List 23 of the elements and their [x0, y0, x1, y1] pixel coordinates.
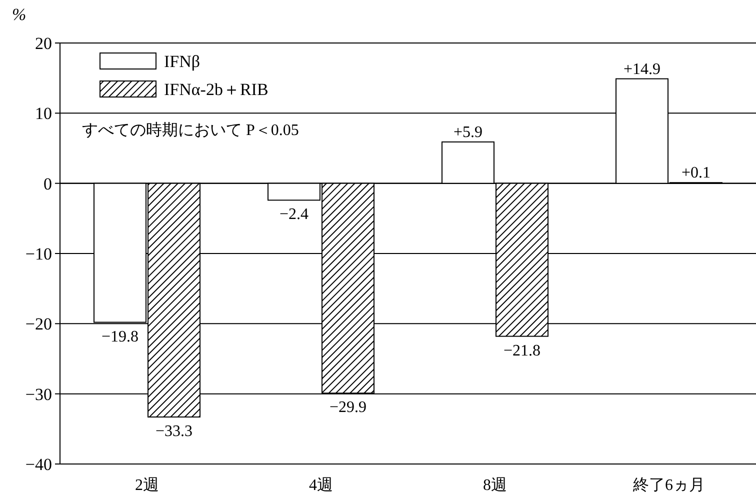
x-tick-label: 8週 — [483, 477, 507, 494]
legend-label: IFNα-2b＋RIB — [164, 80, 268, 99]
data-label: −33.3 — [155, 422, 193, 440]
data-label: +14.9 — [623, 60, 661, 78]
y-tick-label: −40 — [25, 455, 52, 474]
x-tick-label: 4週 — [309, 477, 333, 494]
x-tick-label: 2週 — [135, 477, 159, 494]
y-tick-label: 10 — [35, 104, 52, 124]
annotation: すべての時期において P＜0.05 — [82, 121, 299, 139]
y-tick-label: −20 — [25, 314, 52, 334]
y-tick-label: −30 — [25, 384, 52, 404]
y-tick-label: 20 — [35, 34, 52, 53]
y-axis-title: % — [12, 5, 26, 24]
y-tick-label: 0 — [44, 174, 52, 194]
y-tick-label: −10 — [25, 244, 52, 264]
data-label: −2.4 — [279, 206, 309, 224]
data-label: +5.9 — [453, 124, 483, 141]
data-label: −21.8 — [503, 342, 541, 360]
x-tick-label: 終了6ヵ月 — [632, 477, 705, 494]
data-label: +0.1 — [681, 164, 711, 182]
data-label: −19.8 — [101, 328, 139, 346]
data-label: −29.9 — [329, 399, 367, 416]
legend-label: IFNβ — [164, 52, 200, 71]
